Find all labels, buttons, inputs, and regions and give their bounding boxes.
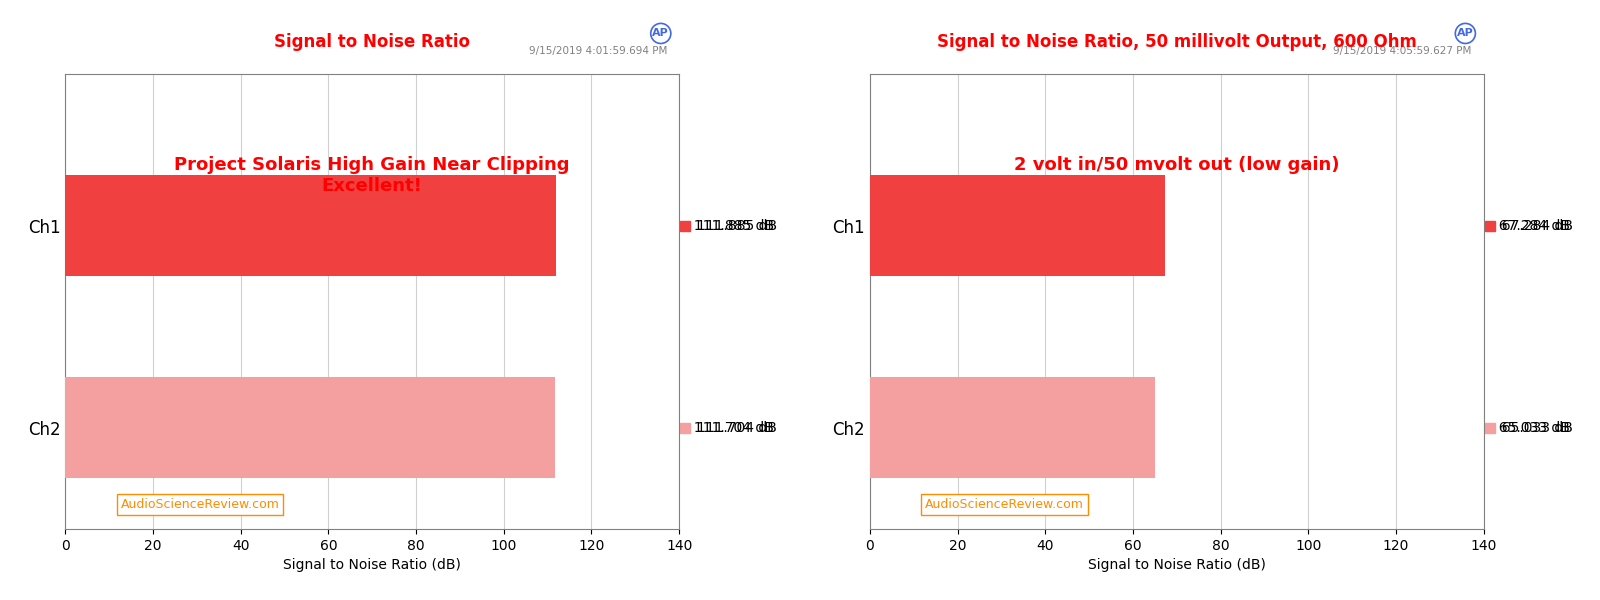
Title: Signal to Noise Ratio: Signal to Noise Ratio <box>274 32 470 50</box>
Text: 9/15/2019 4:05:59.627 PM: 9/15/2019 4:05:59.627 PM <box>1333 46 1472 56</box>
Bar <box>870 377 1155 478</box>
Bar <box>66 175 555 277</box>
Text: 111.704 dB: 111.704 dB <box>688 421 778 435</box>
Title: Signal to Noise Ratio, 50 millivolt Output, 600 Ohm: Signal to Noise Ratio, 50 millivolt Outp… <box>938 32 1416 50</box>
Text: AP: AP <box>653 28 669 38</box>
Text: 111.885 dB: 111.885 dB <box>688 219 778 233</box>
Text: 65.033 dB: 65.033 dB <box>1493 421 1573 435</box>
Text: AudioScienceReview.com: AudioScienceReview.com <box>925 498 1083 511</box>
Text: 111.885 dB: 111.885 dB <box>685 219 774 233</box>
Bar <box>66 377 555 478</box>
Text: 65.033 dB: 65.033 dB <box>1490 421 1570 435</box>
Text: 111.704 dB: 111.704 dB <box>685 421 774 435</box>
Bar <box>870 175 1165 277</box>
Text: 67.284 dB: 67.284 dB <box>1493 219 1573 233</box>
X-axis label: Signal to Noise Ratio (dB): Signal to Noise Ratio (dB) <box>1088 558 1266 572</box>
Text: AP: AP <box>1458 28 1474 38</box>
X-axis label: Signal to Noise Ratio (dB): Signal to Noise Ratio (dB) <box>283 558 461 572</box>
Text: 9/15/2019 4:01:59.694 PM: 9/15/2019 4:01:59.694 PM <box>528 46 667 56</box>
Text: 2 volt in/50 mvolt out (low gain): 2 volt in/50 mvolt out (low gain) <box>1014 156 1339 174</box>
Text: AudioScienceReview.com: AudioScienceReview.com <box>120 498 280 511</box>
Text: Project Solaris High Gain Near Clipping
Excellent!: Project Solaris High Gain Near Clipping … <box>174 156 570 195</box>
Text: 67.284 dB: 67.284 dB <box>1490 219 1570 233</box>
